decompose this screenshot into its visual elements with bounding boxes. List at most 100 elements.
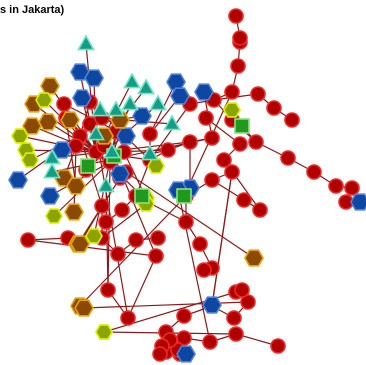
node-red-b18: [152, 346, 168, 362]
network-edge: [79, 195, 187, 307]
node-green-g1: [80, 158, 96, 174]
node-red-m4: [196, 262, 212, 278]
node-brown-h4: [38, 113, 58, 131]
node-red-l4: [128, 232, 144, 248]
network-edge: [83, 301, 249, 309]
node-red-m12: [198, 110, 214, 126]
node-blue-u9: [116, 127, 136, 145]
node-blue-u16: [176, 345, 196, 363]
node-red-r12: [328, 178, 344, 194]
node-red-l1: [94, 198, 110, 214]
node-layer: [8, 8, 366, 363]
node-brown-h12: [244, 249, 264, 267]
node-blue-u7: [132, 107, 152, 125]
node-olive-o5: [45, 208, 63, 224]
node-red-r13: [344, 180, 360, 196]
node-red-r11: [306, 164, 322, 180]
node-blue-u12: [194, 83, 214, 101]
network-edge: [47, 121, 97, 153]
network-edge: [149, 103, 191, 161]
node-olive-o1: [35, 92, 53, 108]
node-red-m1: [178, 214, 194, 230]
node-teal-v6: [121, 94, 139, 111]
node-olive-o6: [85, 228, 103, 244]
node-brown-h15: [70, 235, 90, 253]
node-green-g3: [234, 118, 250, 134]
node-red-m9: [252, 202, 268, 218]
node-teal-v13: [97, 176, 115, 193]
node-teal-v14: [87, 124, 105, 141]
node-teal-v2: [123, 72, 141, 89]
node-teal-v1: [77, 34, 95, 51]
node-red-r3: [224, 84, 240, 100]
node-red-l3: [110, 246, 126, 262]
node-green-g4: [176, 188, 192, 204]
node-red-l5: [150, 230, 166, 246]
figure-title: s in Jakarta): [0, 4, 65, 16]
node-red-b5: [234, 282, 250, 298]
node-red-x4: [20, 232, 36, 248]
node-red-x3: [148, 248, 164, 264]
node-red-t2: [160, 142, 176, 158]
node-blue-u5: [8, 171, 28, 189]
node-brown-h2: [40, 77, 60, 95]
node-red-c2: [82, 116, 98, 132]
node-red-t3: [182, 134, 198, 150]
node-blue-u15: [202, 296, 222, 314]
node-red-b6: [176, 308, 192, 324]
node-blue-u14: [350, 193, 366, 211]
node-blue-u6: [40, 187, 60, 205]
node-blue-u2: [84, 69, 104, 87]
node-teal-v5: [107, 100, 125, 117]
node-red-m2: [192, 236, 208, 252]
node-green-g2: [134, 188, 150, 204]
node-red-t8: [98, 214, 114, 230]
network-edge: [127, 255, 157, 319]
node-blue-u11: [170, 87, 190, 105]
node-blue-u4: [52, 141, 72, 159]
network-edge: [31, 125, 97, 153]
node-red-b2: [226, 310, 242, 326]
node-red-b12: [228, 326, 244, 342]
node-blue-u8: [110, 165, 130, 183]
node-red-t4: [204, 130, 220, 146]
node-red-m6: [204, 172, 220, 188]
node-red-m8: [236, 192, 252, 208]
node-red-r10: [280, 150, 296, 166]
node-brown-h9: [66, 177, 86, 195]
node-blue-u1: [70, 63, 90, 81]
node-red-b13: [270, 338, 286, 354]
node-red-r17: [284, 112, 300, 128]
node-teal-v12: [43, 162, 61, 179]
node-brown-h3: [22, 117, 42, 135]
node-red-x1: [100, 282, 116, 298]
node-red-m11: [232, 136, 248, 152]
node-olive-o8: [147, 158, 165, 174]
node-blue-u3: [72, 89, 92, 107]
network-edge: [125, 171, 255, 259]
node-red-r4: [230, 58, 246, 74]
node-red-r16: [266, 100, 282, 116]
node-olive-o2: [11, 128, 29, 144]
node-brown-h5: [60, 111, 80, 129]
node-teal-v4: [91, 100, 109, 117]
node-olive-o4: [21, 152, 39, 168]
node-red-r6: [232, 30, 248, 46]
network-edge: [211, 171, 233, 307]
node-olive-o9: [223, 102, 241, 118]
node-brown-h14: [74, 299, 94, 317]
node-teal-v10: [103, 142, 121, 159]
node-red-r7: [228, 8, 244, 24]
node-red-t7: [114, 202, 130, 218]
node-red-r9: [248, 134, 264, 150]
node-teal-v7: [149, 94, 167, 111]
node-red-c9: [56, 96, 72, 112]
node-teal-v8: [163, 114, 181, 131]
node-red-m7: [224, 164, 240, 180]
network-edge: [27, 239, 157, 257]
node-red-b11: [202, 334, 218, 350]
node-teal-v9: [141, 144, 159, 161]
node-olive-o11: [95, 324, 113, 340]
node-red-t5: [142, 126, 158, 142]
